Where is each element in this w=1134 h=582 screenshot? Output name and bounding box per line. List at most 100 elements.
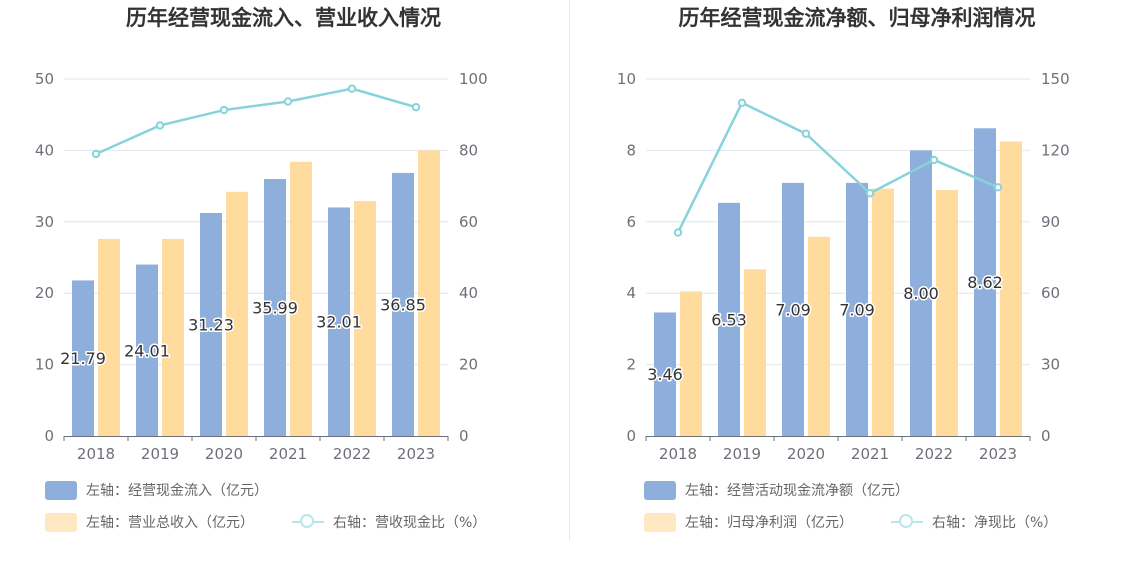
x-tick-label: 2018	[659, 445, 697, 463]
x-tick-label: 2020	[787, 445, 825, 463]
legend-swatch-yellow-bar	[45, 512, 77, 532]
line-point	[347, 84, 357, 93]
legend-label: 左轴：归母净利润（亿元）	[685, 515, 853, 531]
chart-plot-area: 0 10 20 30 40 50 0 20 40 60 80 100 2018 2019 2020 2021 2…	[35, 70, 488, 463]
chart-title: 历年经营现金流净额、归母净利润情况	[678, 6, 1036, 30]
y-right-tick-label: 60	[1041, 284, 1060, 302]
y-right-tick-label: 40	[459, 284, 478, 302]
bar	[936, 190, 958, 436]
y-right-tick-label: 90	[1041, 213, 1060, 231]
y-left-tick-label: 30	[35, 213, 54, 231]
x-tick-label: 2021	[269, 445, 307, 463]
legend-item-revenue[interactable]: 左轴：营业总收入（亿元）	[45, 512, 254, 532]
bar	[418, 150, 440, 436]
y-left-tick-label: 0	[44, 427, 54, 445]
bar	[782, 182, 804, 436]
bar	[72, 280, 94, 436]
bar	[264, 179, 286, 436]
legend-label: 左轴：经营现金流入（亿元）	[86, 483, 268, 499]
legend-item-net-cash-flow[interactable]: 左轴：经营活动现金流净额（亿元）	[644, 480, 909, 500]
legend-swatch-blue-bar	[644, 480, 676, 500]
legend-item-net-cash-ratio[interactable]: 右轴：净现比（%）	[891, 512, 1057, 532]
y-left-tick-label: 10	[617, 70, 636, 88]
data-label: 8.62	[967, 273, 1003, 292]
data-label: 6.53	[711, 310, 747, 329]
legend-label: 右轴：营收现金比（%）	[333, 515, 487, 531]
y-right-tick-label: 100	[459, 70, 488, 88]
x-tick-label: 2022	[915, 445, 953, 463]
y-right-tick-label: 60	[459, 213, 478, 231]
line-point	[411, 103, 421, 112]
chart-plot-area: 0 2 4 6 8 10 0 30 60 90 120 150 2018 2019 2020 2021 2022…	[617, 70, 1070, 463]
bar	[974, 128, 996, 437]
x-tick-label: 2022	[333, 445, 371, 463]
bar	[654, 312, 676, 436]
bar	[718, 202, 740, 436]
data-label: 7.09	[775, 300, 811, 319]
y-left-tick-label: 6	[626, 213, 636, 231]
line-point	[91, 149, 101, 159]
line-point	[283, 97, 293, 106]
legend-swatch-line-icon	[292, 513, 324, 532]
legend-swatch-line-icon	[891, 513, 923, 532]
legend-item-cash-inflow[interactable]: 左轴：经营现金流入（亿元）	[45, 480, 268, 500]
y-left-tick-label: 20	[35, 284, 54, 302]
bar	[226, 191, 248, 436]
panel-divider	[569, 0, 570, 540]
data-label: 31.23	[188, 316, 234, 335]
bar	[872, 188, 894, 436]
data-label: 8.00	[903, 284, 939, 303]
y-right-tick-label: 30	[1041, 356, 1060, 374]
data-label: 36.85	[380, 295, 426, 314]
line-point	[865, 189, 875, 198]
bar	[98, 238, 120, 436]
y-left-tick-label: 2	[626, 356, 636, 374]
bar	[808, 236, 830, 436]
line-point	[155, 121, 165, 130]
bar	[680, 291, 702, 436]
line-point	[673, 228, 683, 237]
data-label: 3.46	[647, 365, 683, 384]
line-point	[737, 98, 747, 108]
x-tick-label: 2019	[723, 445, 761, 463]
x-tick-label: 2020	[205, 445, 243, 463]
legend-item-cash-revenue-ratio[interactable]: 右轴：营收现金比（%）	[292, 512, 486, 532]
y-right-tick-label: 150	[1041, 70, 1070, 88]
line-point	[929, 155, 939, 165]
data-label: 24.01	[124, 341, 170, 360]
chart-title: 历年经营现金流入、营业收入情况	[126, 6, 441, 30]
bar	[1000, 141, 1022, 436]
bar	[136, 264, 158, 436]
x-tick-label: 2018	[77, 445, 115, 463]
series-line	[676, 101, 999, 234]
data-label: 7.09	[839, 300, 875, 319]
line-point	[993, 183, 1003, 192]
chart-panel-net-cash-flow: 历年经营现金流净额、归母净利润情况 0 2 4 6 8 10 0 30 60 90 120 150 20…	[580, 0, 1134, 582]
data-label: 21.79	[60, 349, 106, 368]
legend-swatch-yellow-bar	[644, 512, 676, 532]
x-tick-label: 2023	[979, 445, 1017, 463]
line-point	[801, 129, 811, 138]
data-label: 32.01	[316, 313, 362, 332]
y-right-tick-label: 0	[1041, 427, 1051, 445]
legend-item-net-profit[interactable]: 左轴：归母净利润（亿元）	[644, 512, 853, 532]
x-tick-label: 2021	[851, 445, 889, 463]
x-tick-label: 2019	[141, 445, 179, 463]
line-point	[219, 105, 229, 115]
legend-label: 左轴：营业总收入（亿元）	[86, 515, 254, 531]
bar	[200, 213, 222, 436]
y-right-tick-label: 120	[1041, 141, 1070, 159]
y-left-tick-label: 40	[35, 141, 54, 159]
y-right-tick-label: 20	[459, 356, 478, 374]
bar	[290, 161, 312, 436]
bar	[910, 150, 932, 436]
legend-label: 右轴：净现比（%）	[932, 515, 1058, 531]
y-left-tick-label: 10	[35, 356, 54, 374]
y-left-tick-label: 50	[35, 70, 54, 88]
chart-panel-cash-inflow: 历年经营现金流入、营业收入情况 0 10 20 30 40 50 0 20 40 60 80 100 2…	[35, 6, 488, 532]
bar	[744, 269, 766, 436]
bar	[354, 201, 376, 436]
y-right-tick-label: 80	[459, 141, 478, 159]
y-left-tick-label: 8	[626, 141, 636, 159]
bar	[328, 207, 350, 436]
